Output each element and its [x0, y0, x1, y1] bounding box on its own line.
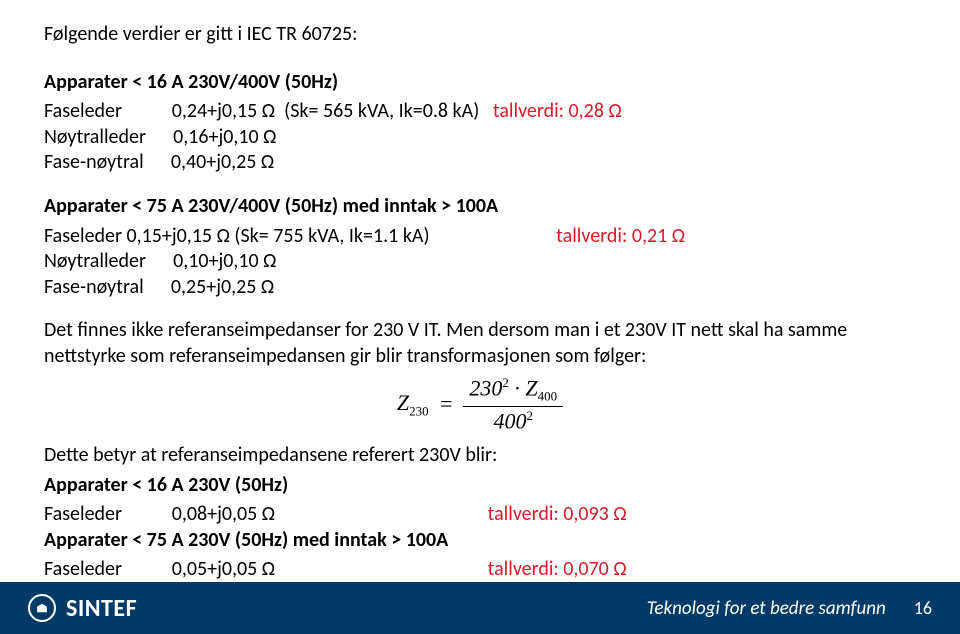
- value: 0,40+j0,25 Ω: [171, 150, 274, 174]
- num-b-base: Z: [525, 375, 537, 400]
- fraction: 2302 ∙ Z400 4002: [463, 376, 563, 434]
- tallverdi: tallverdi: 0,070 Ω: [488, 557, 627, 581]
- section2-title: Apparater < 75 A 230V/400V (50Hz) med in…: [44, 194, 916, 220]
- header-line: Følgende verdier er gitt i IEC TR 60725:: [44, 22, 916, 48]
- gap: [146, 125, 173, 149]
- equals: =: [439, 390, 454, 418]
- lhs-sub: 230: [409, 403, 429, 418]
- lhs-base: Z: [397, 390, 409, 415]
- slide: Følgende verdier er gitt i IEC TR 60725:…: [0, 0, 960, 634]
- footer: SINTEF Teknologi for et bedre samfunn 16: [0, 582, 960, 634]
- numerator: 2302 ∙ Z400: [463, 376, 563, 407]
- label: Faseleder: [44, 502, 122, 526]
- gap2: [275, 502, 488, 526]
- value: 0,25+j0,25 Ω: [171, 275, 274, 299]
- tallverdi: tallverdi: 0,28 Ω: [493, 99, 622, 123]
- page-number: 16: [914, 597, 932, 619]
- label: Fase-nøytral: [44, 150, 144, 174]
- sintef-logo-icon: [28, 594, 56, 622]
- value: 0,15+j0,15 Ω (Sk= 755 kVA, Ik=1.1 kA): [127, 224, 430, 248]
- label: Fase-nøytral: [44, 275, 144, 299]
- gap: [144, 275, 171, 299]
- gap: [146, 249, 173, 273]
- body-text: Det finnes ikke referanseimpedanser for …: [44, 318, 916, 369]
- denominator: 4002: [488, 407, 540, 434]
- value: 0,05+j0,05 Ω: [172, 557, 275, 581]
- gap: [122, 99, 172, 123]
- label: Nøytralleder: [44, 125, 146, 149]
- num-b-sub: 400: [538, 388, 558, 403]
- tallverdi: tallverdi: 0,21 Ω: [556, 224, 685, 248]
- value: 0,24+j0,15 Ω (Sk= 565 kVA, Ik=0.8 kA): [172, 99, 480, 123]
- gap2: [479, 99, 493, 123]
- section2-noytralleder-row: Nøytralleder 0,10+j0,10 Ω: [44, 249, 916, 275]
- section3-title1: Apparater < 16 A 230V (50Hz): [44, 473, 916, 499]
- sintef-logo-inner: [35, 601, 49, 615]
- den-a-sup: 2: [527, 408, 534, 423]
- section2-fasenoytral-row: Fase-nøytral 0,25+j0,25 Ω: [44, 275, 916, 301]
- section1-faseleder-row: Faseleder 0,24+j0,15 Ω (Sk= 565 kVA, Ik=…: [44, 99, 916, 125]
- label: Faseleder: [44, 99, 122, 123]
- section3-title2: Apparater < 75 A 230V (50Hz) med inntak …: [44, 528, 916, 554]
- footer-right: Teknologi for et bedre samfunn 16: [647, 597, 932, 620]
- footer-left: SINTEF: [28, 594, 137, 623]
- tallverdi: tallverdi: 0,093 Ω: [488, 502, 627, 526]
- gap: [144, 150, 171, 174]
- lhs: Z230: [397, 389, 429, 420]
- section3-faseleder2-row: Faseleder 0,05+j0,05 Ω tallverdi: 0,070 …: [44, 557, 916, 583]
- footer-tagline: Teknologi for et bedre samfunn: [647, 597, 886, 620]
- slide-content: Følgende verdier er gitt i IEC TR 60725:…: [0, 0, 960, 583]
- label: Faseleder: [44, 224, 122, 248]
- label: Nøytralleder: [44, 249, 146, 273]
- section1-noytralleder-row: Nøytralleder 0,16+j0,10 Ω: [44, 125, 916, 151]
- section1-title: Apparater < 16 A 230V/400V (50Hz): [44, 70, 916, 96]
- value: 0,10+j0,10 Ω: [173, 249, 276, 273]
- section3-intro: Dette betyr at referanseimpedansene refe…: [44, 443, 916, 469]
- gap2: [275, 557, 488, 581]
- section2-faseleder-row: Faseleder 0,15+j0,15 Ω (Sk= 755 kVA, Ik=…: [44, 224, 916, 250]
- footer-brand: SINTEF: [66, 594, 137, 623]
- section3-faseleder1-row: Faseleder 0,08+j0,05 Ω tallverdi: 0,093 …: [44, 502, 916, 528]
- num-a: 230: [469, 375, 502, 400]
- section1-fasenoytral-row: Fase-nøytral 0,40+j0,25 Ω: [44, 150, 916, 176]
- gap: [122, 502, 172, 526]
- value: 0,08+j0,05 Ω: [172, 502, 275, 526]
- label: Faseleder: [44, 557, 122, 581]
- den-a: 400: [494, 408, 527, 433]
- formula: Z230 = 2302 ∙ Z400 4002: [44, 376, 916, 434]
- gap2: [430, 224, 557, 248]
- value: 0,16+j0,10 Ω: [173, 125, 276, 149]
- dot: ∙: [514, 375, 520, 400]
- num-a-sup: 2: [502, 375, 509, 390]
- gap: [122, 557, 172, 581]
